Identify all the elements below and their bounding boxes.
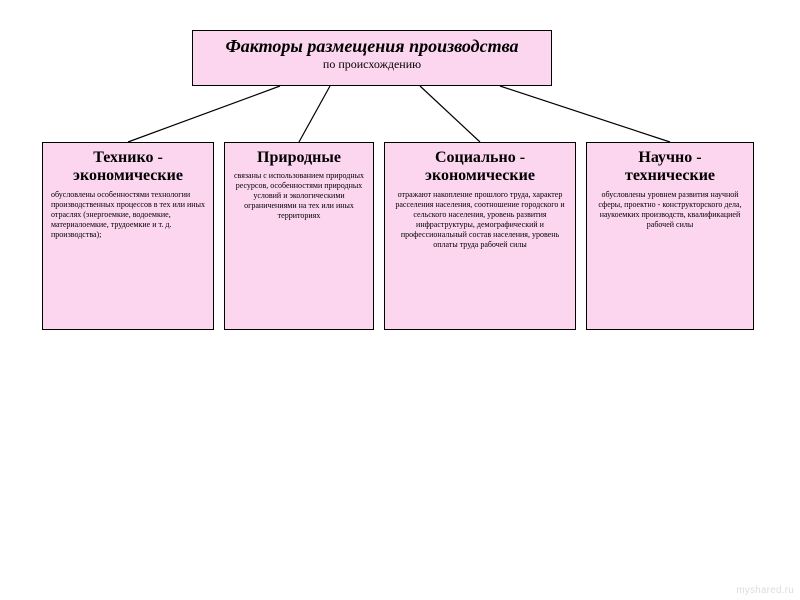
- child-title: Социально - экономические: [393, 149, 567, 186]
- root-title: Факторы размещения производства: [201, 37, 543, 57]
- child-title: Природные: [233, 149, 365, 167]
- child-desc: обусловлены особенностями технологии про…: [51, 190, 205, 240]
- root-node: Факторы размещения производства по проис…: [192, 30, 552, 86]
- child-title: Технико - экономические: [51, 149, 205, 186]
- child-desc: обусловлены уровнем развития научной сфе…: [595, 190, 745, 230]
- child-title: Научно - технические: [595, 149, 745, 186]
- connector-line: [500, 86, 670, 142]
- child-desc: отражают накопление прошлого труда, хара…: [393, 190, 567, 250]
- watermark: myshared.ru: [736, 585, 794, 596]
- connector-line: [299, 86, 330, 142]
- child-node: Природные связаны с использованием природ…: [224, 142, 374, 330]
- child-desc: связаны с использованием природных ресур…: [233, 171, 365, 221]
- child-node: Технико - экономические обусловлены особе…: [42, 142, 214, 330]
- child-node: Научно - технические обусловлены уровнем …: [586, 142, 754, 330]
- connector-line: [420, 86, 480, 142]
- child-node: Социально - экономические отражают накопл…: [384, 142, 576, 330]
- root-subtitle: по происхождению: [201, 57, 543, 71]
- connector-line: [128, 86, 280, 142]
